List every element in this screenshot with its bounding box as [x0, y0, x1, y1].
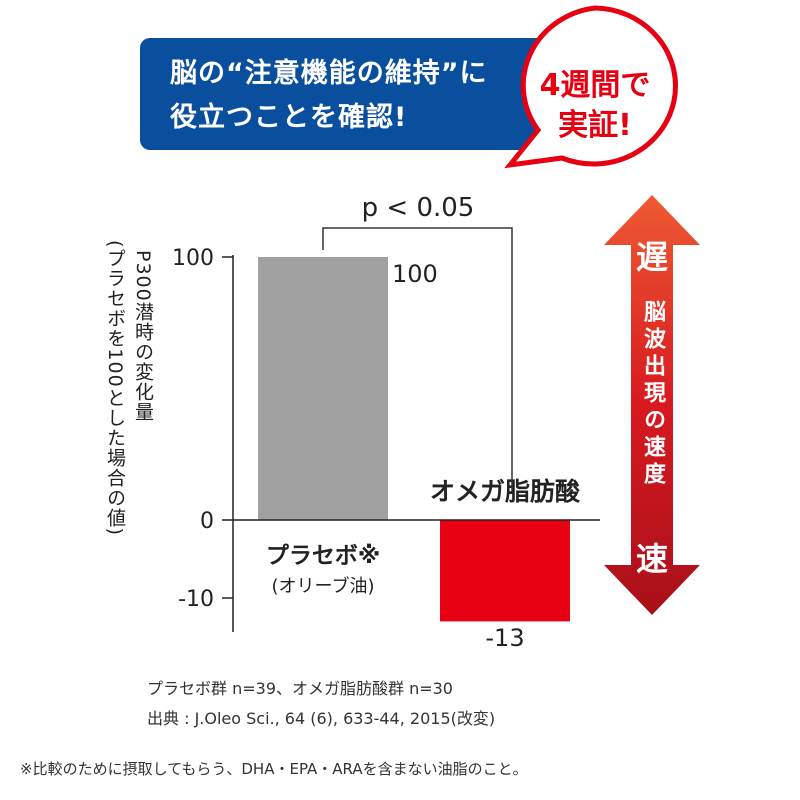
source-note: 出典 : J.Oleo Sci., 64 (6), 633-44, 2015(改… [147, 709, 496, 728]
y-tick-label: 100 [172, 246, 214, 271]
footnote: ※比較のために摂取してもらう、DHA・EPA・ARAを含まない油脂のこと。 [20, 760, 528, 778]
data-label-omega: -13 [485, 624, 524, 652]
bubble-line2: 実証! [558, 108, 632, 143]
bar-1 [440, 520, 570, 622]
sample-size-note: プラセボ群 n=39、オメガ脂肪酸群 n=30 [147, 679, 453, 698]
category-label-omega: オメガ脂肪酸 [430, 477, 581, 506]
bubble-line1: 4週間で [539, 68, 651, 103]
headline-line2: 役立つことを確認! [170, 102, 408, 133]
arrow-bottom-label: 速 [636, 540, 668, 578]
category-sublabel-placebo: (オリーブ油) [272, 575, 375, 597]
headline-line1: 脳の“注意機能の維持”に [170, 58, 488, 89]
y-axis-label: P300潜時の変化量 [132, 250, 154, 422]
speech-bubble [504, 5, 678, 169]
headline-banner: 脳の“注意機能の維持”に 役立つことを確認! [140, 38, 560, 150]
category-label-placebo: プラセボ※ [266, 543, 380, 569]
y-axis-sublabel: (プラセボを100とした場合の値) [104, 240, 126, 537]
data-label-placebo: 100 [392, 260, 438, 288]
significance-bracket [322, 227, 513, 492]
significance-label: p < 0.05 [362, 193, 475, 223]
bar-0 [258, 257, 388, 520]
y-tick-label: 0 [200, 509, 214, 534]
speed-arrow [604, 195, 700, 615]
arrow-label: 脳波出現の速度 [640, 300, 665, 489]
y-tick-label: -10 [178, 587, 214, 612]
arrow-top-label: 遅 [636, 238, 668, 276]
